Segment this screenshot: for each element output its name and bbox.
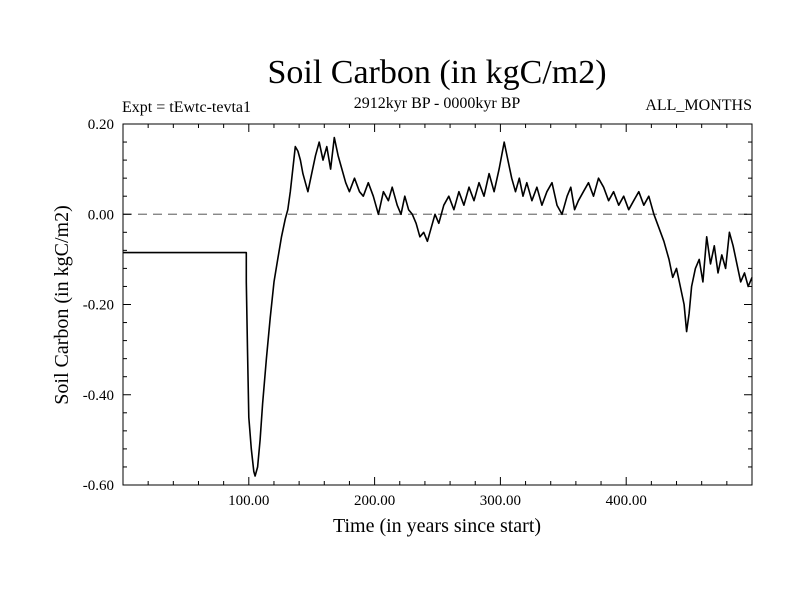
x-tick-label: 100.00 (228, 493, 269, 509)
y-tick-label: -0.20 (83, 298, 114, 314)
x-tick-label: 200.00 (354, 493, 395, 509)
plot-frame (122, 123, 753, 486)
y-axis-label: Soil Carbon (in kgC/m2) (51, 205, 73, 404)
y-tick-label: -0.60 (83, 478, 114, 494)
y-tick-label: 0.00 (88, 207, 114, 223)
chart-subtitle: 2912kyr BP - 0000kyr BP (354, 95, 521, 112)
x-tick-label: 400.00 (606, 493, 647, 509)
x-tick-label: 300.00 (480, 493, 521, 509)
plot-area: 100.00 200.00 300.00 400.00 -0.60 -0.40 -0.20 0… (83, 117, 753, 509)
x-axis-label: Time (in years since start) (333, 515, 541, 537)
months-label: ALL_MONTHS (645, 97, 752, 114)
y-tick-label: -0.40 (83, 388, 114, 404)
y-tick-label: 0.20 (88, 117, 114, 133)
experiment-label: Expt = tEwtc-tevta1 (122, 99, 251, 116)
soil-carbon-series-line (123, 136, 753, 477)
chart-title: Soil Carbon (in kgC/m2) (267, 54, 606, 91)
